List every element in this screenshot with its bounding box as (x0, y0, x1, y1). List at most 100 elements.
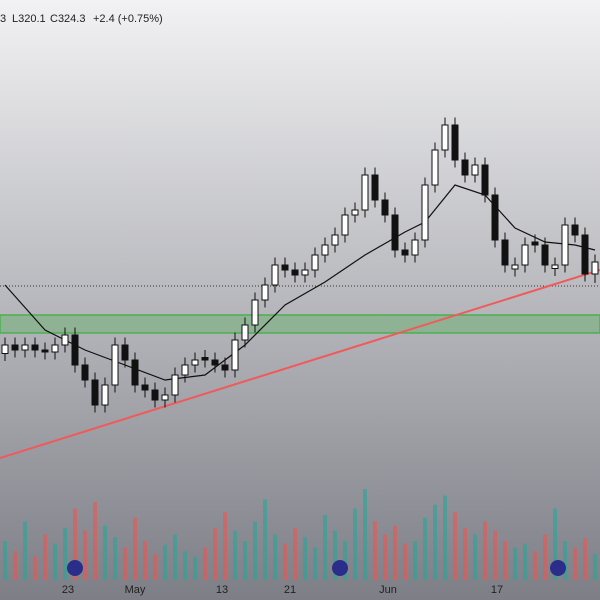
volume-bar (413, 541, 417, 580)
candle-body (251, 299, 259, 326)
volume-bar (273, 534, 277, 580)
candle-body (541, 244, 549, 266)
volume-bar (163, 544, 167, 580)
volume-bar (423, 517, 427, 580)
candle-body (501, 239, 509, 266)
candle-body (441, 124, 449, 151)
event-icon[interactable] (67, 560, 83, 576)
candle-body (311, 254, 319, 271)
candle-body (431, 149, 439, 186)
event-icon[interactable] (550, 560, 566, 576)
volume-bar (483, 521, 487, 580)
candle-body (571, 224, 579, 236)
volume-bar (323, 515, 327, 580)
candle-body (201, 357, 209, 361)
volume-bar (113, 537, 117, 580)
volume-bar (173, 534, 177, 580)
volume-bar (293, 528, 297, 580)
volume-bar (593, 554, 597, 580)
volume-bar (243, 541, 247, 580)
volume-bar (43, 534, 47, 580)
candle-body (171, 374, 179, 396)
volume-bar (393, 525, 397, 580)
candle-body (1, 344, 9, 354)
candle-body (81, 364, 89, 381)
volume-bar (213, 528, 217, 580)
volume-bar (383, 534, 387, 580)
volume-bar (333, 530, 337, 580)
header-fragment: 3 (0, 13, 6, 25)
candle-body (381, 199, 389, 216)
candle-body (141, 384, 149, 391)
candle-body (511, 264, 519, 270)
candle-body (471, 164, 479, 176)
candle-body (321, 244, 329, 256)
event-icons[interactable] (67, 560, 566, 576)
volume-bar (13, 551, 17, 580)
candle-body (231, 339, 239, 371)
x-tick-label: 21 (284, 584, 296, 596)
candle-body (261, 284, 269, 301)
candle-body (561, 224, 569, 266)
candle-body (351, 209, 359, 216)
trendline (0, 269, 600, 459)
volume-bar (233, 530, 237, 580)
volume-bar (3, 541, 7, 580)
volume-bar (83, 530, 87, 580)
candle-body (361, 174, 369, 211)
candle-body (371, 174, 379, 201)
x-tick-label: 23 (62, 584, 74, 596)
volume-bar (103, 525, 107, 580)
x-tick-label: 13 (216, 584, 228, 596)
volume-bar (523, 543, 527, 580)
candle-body (21, 344, 29, 351)
volume-bar (23, 521, 27, 580)
candle-body (101, 384, 109, 406)
candle-body (531, 241, 539, 246)
volume-bar (353, 508, 357, 580)
volume-bar (433, 504, 437, 580)
volume-bar (143, 541, 147, 580)
volume-bar (223, 512, 227, 580)
candle-body (421, 184, 429, 241)
candle-body (411, 239, 419, 256)
candle-body (281, 264, 289, 271)
volume-bar (73, 508, 77, 580)
volume-bar (533, 551, 537, 580)
candle-body (71, 334, 79, 366)
zone (0, 314, 600, 334)
candle-body (111, 344, 119, 386)
candle-body (291, 269, 299, 276)
volume-bar (203, 547, 207, 580)
candle-body (481, 164, 489, 196)
candle-body (451, 124, 459, 161)
candle-body (401, 249, 409, 256)
candle-body (221, 364, 229, 371)
volume-bar (263, 499, 267, 580)
volume-bar (303, 537, 307, 580)
candle-body (131, 359, 139, 386)
volume-bar (123, 547, 127, 580)
candle-body (521, 244, 529, 266)
candle-body (121, 344, 129, 361)
volume-bar (513, 547, 517, 580)
volume-bar (363, 489, 367, 580)
volume-bar (403, 543, 407, 580)
candle-body (591, 261, 599, 275)
x-tick-label: Jun (379, 584, 397, 596)
volume-bar (53, 543, 57, 580)
volume-bar (543, 534, 547, 580)
candle-body (151, 389, 159, 401)
volume-bar (193, 556, 197, 580)
volume-bar (343, 541, 347, 580)
volume-bar (33, 556, 37, 580)
candle-body (91, 379, 99, 406)
candle-body (51, 344, 59, 353)
candle-body (41, 349, 49, 353)
event-icon[interactable] (332, 560, 348, 576)
volume-bar (313, 547, 317, 580)
volume-bar (283, 543, 287, 580)
volume-bar (563, 541, 567, 580)
